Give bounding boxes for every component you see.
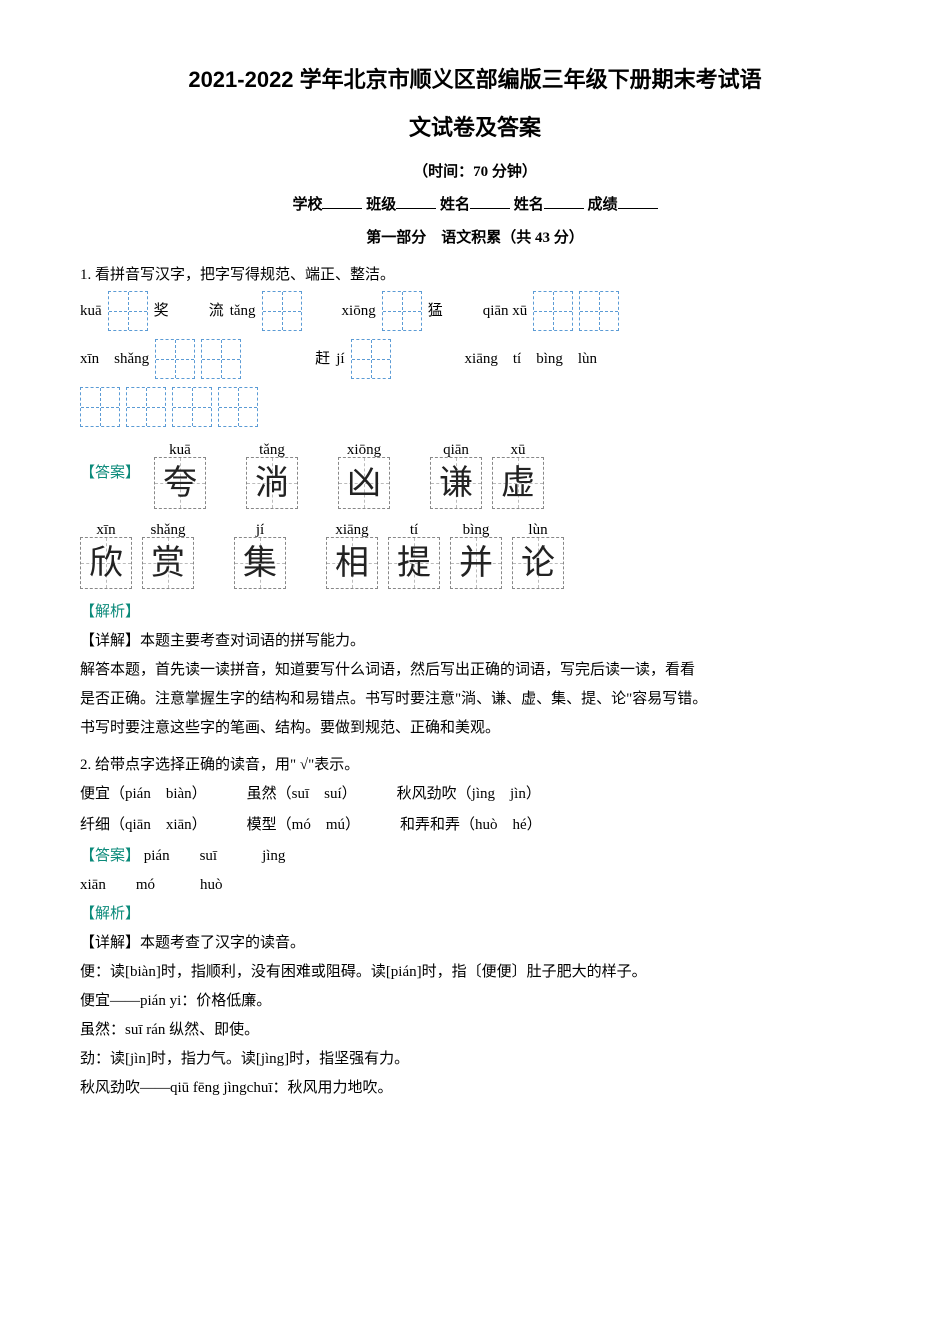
q1-pinyin: kuā: [80, 298, 102, 325]
ans-char: 凶: [347, 453, 381, 514]
q1-pinyin: qiān xū: [483, 298, 528, 325]
tian-box: [351, 339, 391, 379]
q1-prompt: 1. 看拼音写汉字，把字写得规范、端正、整洁。: [80, 262, 870, 289]
ans-char: 论: [521, 533, 555, 594]
ans-char: 夸: [163, 453, 197, 514]
q1-explain-line: 是否正确。注意掌握生字的结构和易错点。书写时要注意"淌、谦、虚、集、提、论"容易…: [80, 686, 870, 713]
ans-char: 集: [243, 533, 277, 594]
q2-item: 虽然（suī suí）: [247, 781, 357, 808]
q2-item: 和弄和弄（huò hé）: [400, 812, 542, 839]
blank-name2: [544, 193, 584, 209]
blank-score: [618, 193, 658, 209]
q2-item: 秋风劲吹（jìng jìn）: [397, 781, 541, 808]
q2-explain-line: 劲：读[jìn]时，指力气。读[jìng]时，指坚强有力。: [80, 1046, 870, 1073]
answer-label: 【答案】: [80, 465, 140, 481]
q1-suffix: 奖: [154, 298, 169, 325]
explain-label: 【解析】: [80, 906, 140, 922]
q2-line2: 纤细（qiān xiān） 模型（mó mú） 和弄和弄（huò hé）: [80, 812, 870, 839]
ans-char: 谦: [439, 453, 473, 514]
blank-class: [396, 193, 436, 209]
q1-explain-line: 解答本题，首先读一读拼音，知道要写什么词语，然后写出正确的词语，写完后读一读，看…: [80, 657, 870, 684]
q1-row1: kuā 奖 流 tǎng xiōng 猛 qiān xū: [80, 291, 870, 331]
tian-box: [218, 387, 258, 427]
tian-box: [201, 339, 241, 379]
tian-box: [155, 339, 195, 379]
q2-item: 纤细（qiān xiān）: [80, 812, 207, 839]
q1-pinyin: xiāng tí bìng lùn: [465, 346, 598, 373]
q1-prefix: 赶: [315, 346, 330, 373]
exam-time: （时间：70 分钟）: [80, 159, 870, 186]
section-title: 第一部分 语文积累（共 43 分）: [80, 225, 870, 252]
q1-suffix: 猛: [428, 298, 443, 325]
ans-char: 淌: [255, 453, 289, 514]
doc-title-line1: 2021-2022 学年北京市顺义区部编版三年级下册期末考试语: [80, 60, 870, 100]
q2-explain-line: 【详解】本题考查了汉字的读音。: [80, 930, 870, 957]
label-name1: 姓名: [440, 197, 470, 213]
label-score: 成绩: [588, 197, 618, 213]
label-school: 学校: [292, 197, 322, 213]
blank-name1: [470, 193, 510, 209]
q2-explain-line: 便：读[biàn]时，指顺利，没有困难或阻碍。读[pián]时，指〔便便〕肚子肥…: [80, 959, 870, 986]
ans-char: 相: [335, 533, 369, 594]
question-1: 1. 看拼音写汉字，把字写得规范、端正、整洁。 kuā 奖 流 tǎng xiō…: [80, 262, 870, 742]
answer-row-1: 【答案】 kuā夸 tǎng淌 xiōng凶 qiān谦 xū虚: [80, 437, 870, 509]
q1-pinyin: tǎng: [230, 298, 256, 325]
q2-item: 模型（mó mú）: [247, 812, 360, 839]
q2-explain-line: 便宜——pián yi：价格低廉。: [80, 988, 870, 1015]
student-info-line: 学校 班级 姓名 姓名 成绩: [80, 192, 870, 219]
label-class: 班级: [366, 197, 396, 213]
blank-school: [322, 193, 362, 209]
tian-box: [126, 387, 166, 427]
q2-explain-line: 虽然：suī rán 纵然、即使。: [80, 1017, 870, 1044]
q2-line1: 便宜（pián biàn） 虽然（suī suí） 秋风劲吹（jìng jìn）: [80, 781, 870, 808]
ans-char: 并: [459, 533, 493, 594]
q2-explain-line: 秋风劲吹——qiū fēng jìngchuī：秋风用力地吹。: [80, 1075, 870, 1102]
q1-row2b: [80, 387, 870, 427]
ans-char: 欣: [89, 533, 123, 594]
tian-box: [579, 291, 619, 331]
q2-answer-text: pián suī jìng: [144, 848, 286, 864]
ans-char: 虚: [501, 453, 535, 514]
q1-pinyin: xiōng: [342, 298, 376, 325]
tian-box: [533, 291, 573, 331]
answer-label: 【答案】: [80, 848, 140, 864]
q1-row2: xīn shǎng 赶 jí xiāng tí bìng lùn: [80, 339, 870, 379]
q1-explain-line: 【详解】本题主要考查对词语的拼写能力。: [80, 628, 870, 655]
tian-box: [382, 291, 422, 331]
question-2: 2. 给带点字选择正确的读音，用" √"表示。 便宜（pián biàn） 虽然…: [80, 752, 870, 1102]
label-name2: 姓名: [514, 197, 544, 213]
q2-answer-text2: xiān mó huò: [80, 872, 870, 899]
q2-item: 便宜（pián biàn）: [80, 781, 207, 808]
q1-answer-block: 【答案】 kuā夸 tǎng淌 xiōng凶 qiān谦 xū虚 xīn欣 sh…: [80, 437, 870, 589]
ans-char: 提: [397, 533, 431, 594]
q1-explain-line: 书写时要注意这些字的笔画、结构。要做到规范、正确和美观。: [80, 715, 870, 742]
ans-char: 赏: [151, 533, 185, 594]
q2-prompt: 2. 给带点字选择正确的读音，用" √"表示。: [80, 752, 870, 779]
tian-box: [108, 291, 148, 331]
tian-box: [80, 387, 120, 427]
answer-row-2: xīn欣 shǎng赏 jí集 xiāng相 tí提 bìng并 lùn论: [80, 517, 870, 589]
doc-title-line2: 文试卷及答案: [80, 108, 870, 148]
q1-prefix: 流: [209, 298, 224, 325]
tian-box: [172, 387, 212, 427]
explain-label: 【解析】: [80, 604, 140, 620]
q1-pinyin: xīn shǎng: [80, 346, 149, 373]
tian-box: [262, 291, 302, 331]
q1-pinyin: jí: [336, 346, 344, 373]
